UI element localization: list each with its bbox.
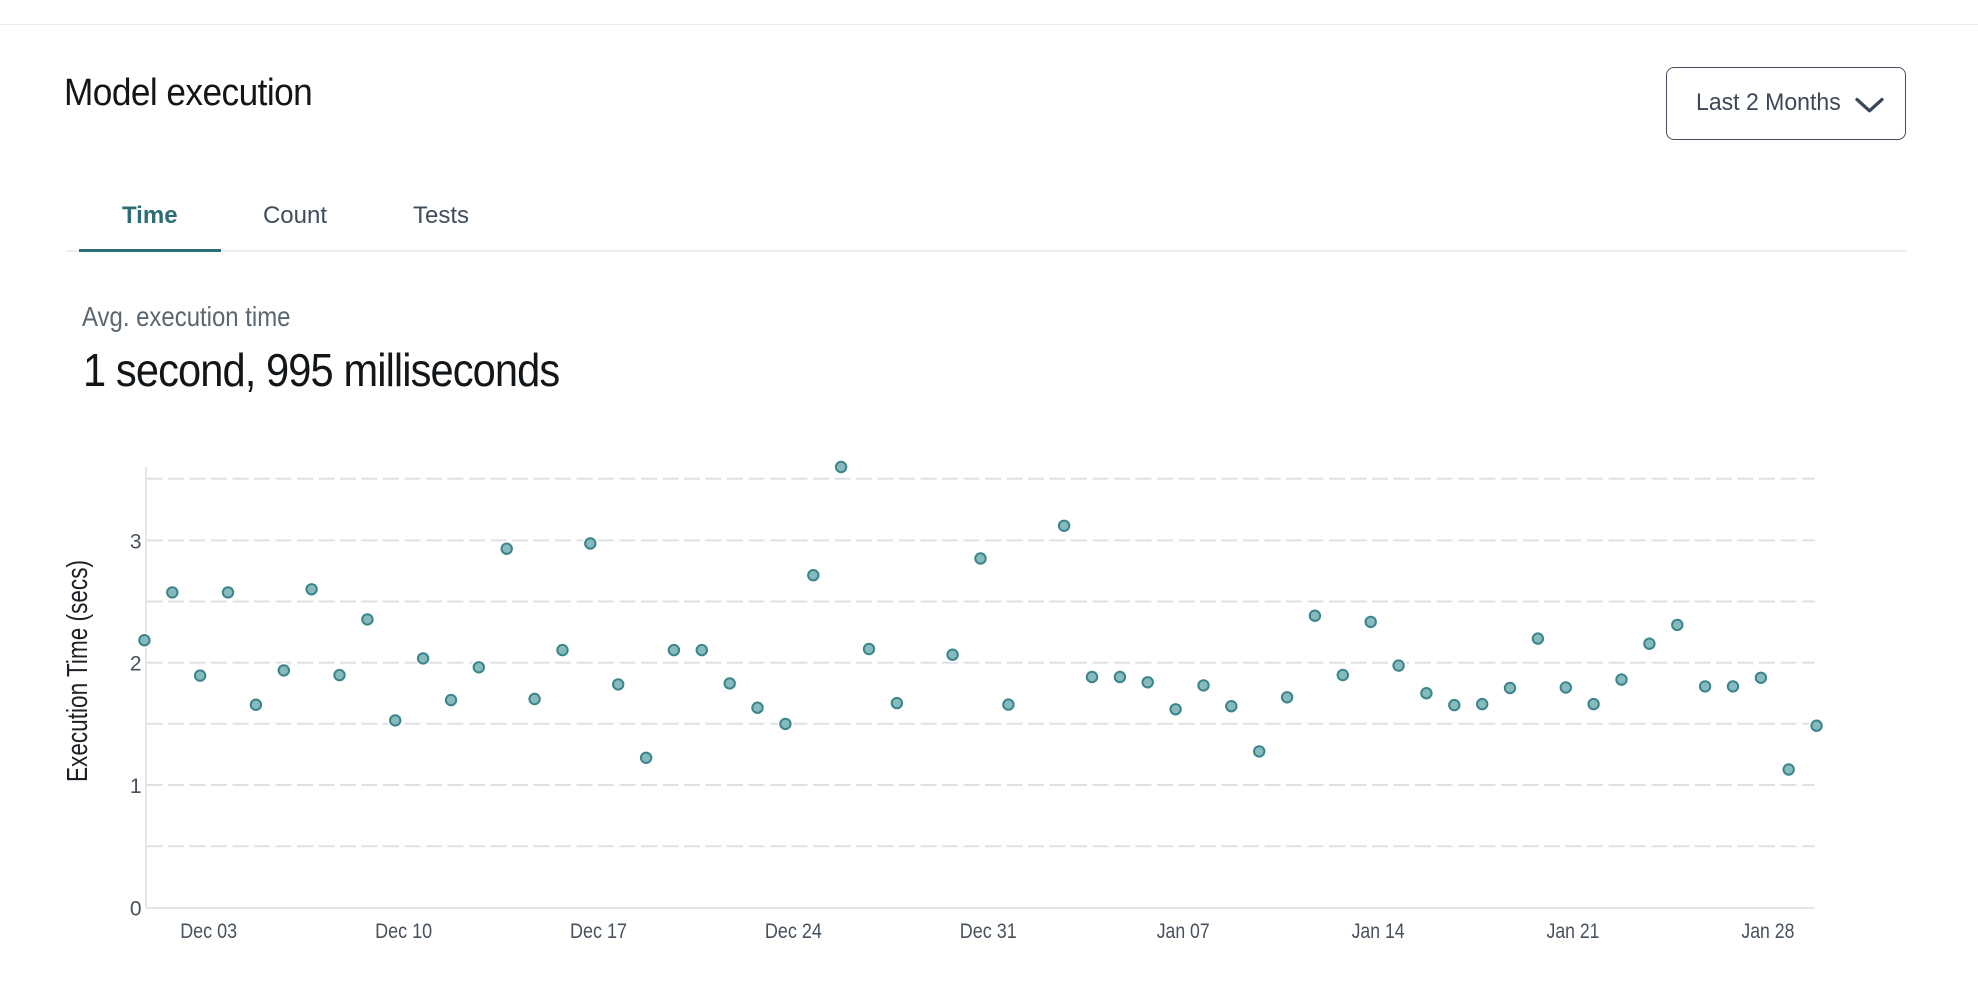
- svg-text:Jan 14: Jan 14: [1352, 920, 1405, 943]
- svg-text:2: 2: [130, 653, 142, 676]
- svg-text:0: 0: [130, 897, 142, 920]
- svg-text:Dec 24: Dec 24: [765, 920, 822, 943]
- svg-text:Dec 10: Dec 10: [375, 920, 432, 943]
- svg-text:Jan 28: Jan 28: [1741, 920, 1794, 943]
- svg-text:1: 1: [130, 775, 142, 798]
- svg-text:Jan 07: Jan 07: [1157, 920, 1210, 943]
- svg-text:3: 3: [130, 530, 142, 553]
- svg-text:Dec 03: Dec 03: [180, 920, 237, 943]
- svg-text:Execution Time (secs): Execution Time (secs): [62, 560, 94, 782]
- svg-text:Dec 31: Dec 31: [960, 920, 1017, 943]
- svg-text:Dec 17: Dec 17: [570, 920, 627, 943]
- svg-text:Jan 21: Jan 21: [1547, 920, 1600, 943]
